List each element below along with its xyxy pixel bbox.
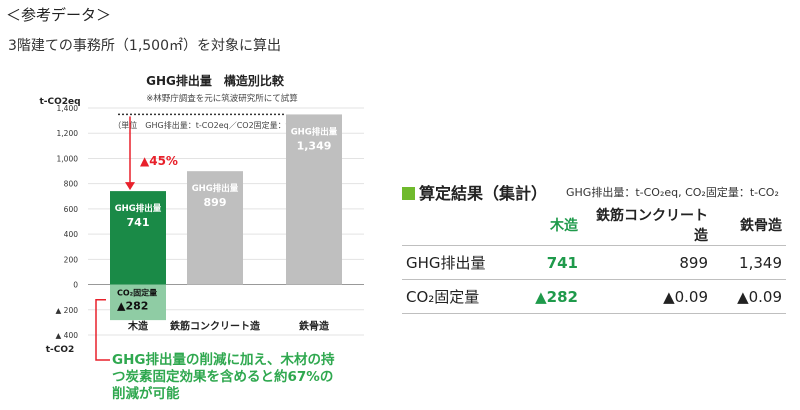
summary-title: 算定結果（集計）	[402, 180, 547, 204]
summary-table: 木造 鉄筋コンクリート造 鉄骨造 GHG排出量 741 899 1,349 CO…	[402, 205, 786, 314]
row-label: CO₂固定量	[402, 279, 508, 314]
bar-label: GHG排出量	[192, 183, 239, 194]
y-tick-label: 1,400	[57, 104, 79, 113]
note-line: 削減が可能	[112, 385, 180, 402]
x-tick-label: 鉄筋コンクリート造	[170, 320, 261, 333]
cell-steel: ▲0.09	[712, 279, 786, 314]
bar-value-label: 1,349	[297, 139, 332, 152]
y-tick-label: 200	[64, 255, 79, 264]
bar-value-label: 741	[127, 216, 150, 229]
y-tick-label: 1,200	[57, 129, 79, 138]
bar-co2-fixed-0	[110, 284, 166, 321]
note-connector	[95, 298, 110, 361]
note-line: GHG排出量の削減に加え、木材の持	[112, 351, 335, 368]
header-empty	[402, 205, 508, 246]
y-axis-label-top: t-CO2eq	[39, 97, 80, 107]
cell-steel: 1,349	[712, 245, 786, 280]
x-tick-label: 木造	[127, 320, 149, 333]
bar-ghg-0	[110, 191, 166, 285]
y-tick-label: 1,000	[57, 154, 79, 163]
cell-wood: ▲282	[508, 279, 582, 314]
summary-row-co2: CO₂固定量 ▲282 ▲0.09 ▲0.09	[402, 279, 786, 314]
cell-wood: 741	[508, 245, 582, 280]
bar-label: CO₂固定量	[117, 288, 157, 298]
chart-subtitle: ※林野庁調査を元に筑波研究所にて試算	[146, 93, 298, 104]
bar-ghg-2	[286, 114, 342, 285]
ghg-bar-chart: GHG排出量 構造別比較 ※林野庁調査を元に筑波研究所にて試算 （単位 GHG排出量…	[39, 73, 364, 402]
header-steel: 鉄骨造	[712, 205, 786, 246]
summary-title-text: 算定結果（集計）	[419, 184, 548, 203]
y-tick-label: ▲ 200	[56, 306, 79, 315]
row-label: GHG排出量	[402, 245, 508, 280]
y-tick-label: 0	[73, 281, 78, 290]
bar-label: GHG排出量	[291, 126, 338, 137]
chart-units-note: （単位 GHG排出量：t-CO2eq／CO2固定量：t-CO2）	[113, 120, 316, 130]
x-tick-label: 鉄骨造	[299, 320, 330, 333]
bar-value-label: ▲282	[117, 300, 148, 313]
green-square-icon	[402, 187, 415, 200]
header-wood: 木造	[508, 205, 582, 246]
header-rc: 鉄筋コンクリート造	[582, 205, 712, 246]
y-tick-label: 400	[64, 230, 79, 239]
bar-label: GHG排出量	[115, 203, 162, 214]
cell-rc: 899	[582, 245, 712, 280]
bar-value-label: 899	[204, 196, 227, 209]
note-line: つ炭素固定効果を含めると約67%の	[112, 368, 333, 385]
summary-row-ghg: GHG排出量 741 899 1,349	[402, 245, 786, 280]
chart-title: GHG排出量 構造別比較	[146, 73, 285, 88]
y-axis-label-bottom: t-CO2	[46, 345, 75, 355]
y-tick-label: ▲ 400	[56, 331, 79, 340]
reduction-annotation: ▲45%	[140, 154, 178, 168]
summary-units: GHG排出量：t-CO₂eq, CO₂固定量：t-CO₂	[566, 186, 779, 199]
y-tick-label: 800	[64, 180, 79, 189]
bar-ghg-1	[187, 171, 243, 285]
page-subheading: 3階建ての事務所（1,500㎡）を対象に算出	[8, 38, 281, 54]
y-tick-label: 600	[64, 205, 79, 214]
reduction-arrow-head	[125, 182, 135, 191]
summary-header-row: 木造 鉄筋コンクリート造 鉄骨造	[402, 205, 786, 246]
page-heading: ＜参考データ＞	[6, 6, 112, 24]
cell-rc: ▲0.09	[582, 279, 712, 314]
